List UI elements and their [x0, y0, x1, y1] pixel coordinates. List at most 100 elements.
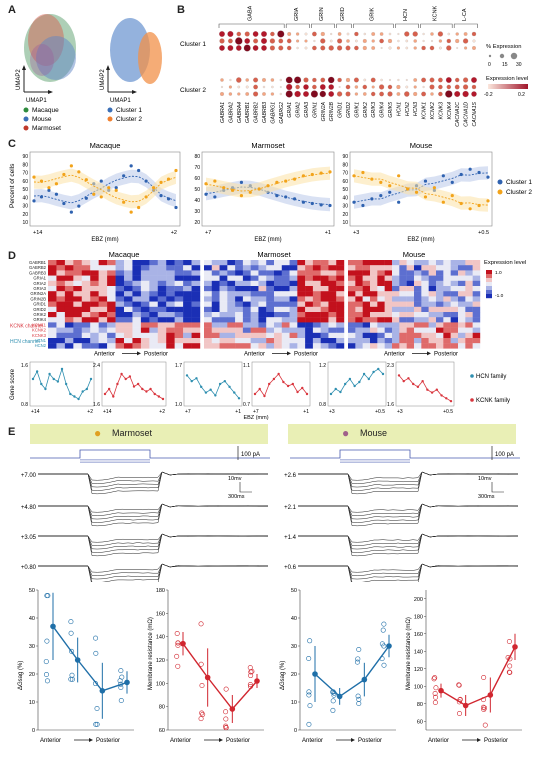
data-point	[441, 200, 445, 204]
heatmap-cell	[166, 327, 175, 333]
heatmap-cell	[450, 312, 459, 318]
dotplot-dot	[337, 77, 342, 83]
heatmap-cell	[242, 338, 251, 344]
voltage-trace	[38, 503, 269, 513]
heatmap-cell	[174, 338, 184, 344]
gene-score-point	[258, 387, 261, 391]
heatmap-cell	[242, 343, 251, 349]
heatmap-cell	[149, 265, 158, 271]
heatmap-cell	[348, 306, 356, 313]
heatmap-cell	[436, 296, 444, 302]
voltage-trace	[38, 533, 269, 546]
gene-score-point	[141, 387, 144, 391]
heatmap-gene-label: GRIA3	[33, 286, 46, 291]
heatmap-cell	[157, 265, 167, 271]
heatmap-cell	[336, 332, 345, 339]
voltage-trace	[298, 503, 518, 527]
heatmap-cell	[348, 312, 356, 318]
heatmap-cell	[465, 306, 473, 313]
heatmap-cell	[297, 322, 306, 328]
heatmap-cell	[124, 280, 133, 287]
data-point	[107, 186, 111, 190]
heatmap-cell	[274, 260, 282, 266]
heatmap-cell	[348, 296, 356, 302]
gene-score-point	[199, 385, 203, 389]
heatmap-cell	[377, 306, 385, 313]
gene-score-point	[85, 387, 89, 391]
dotplot-dot	[455, 77, 460, 83]
gene-label: GRIK5	[388, 102, 394, 118]
dotplot-dot	[362, 39, 367, 43]
dotplot-dot	[296, 46, 299, 50]
dotplot-dot	[446, 84, 452, 90]
heatmap-cell	[436, 265, 444, 271]
heatmap-cell	[73, 322, 82, 328]
heatmap-cell	[428, 327, 437, 333]
summary-y-tick-label: 140	[156, 635, 165, 641]
heatmap-cell	[281, 280, 290, 287]
gene-score-point	[397, 374, 401, 377]
dotplot-dot	[454, 91, 461, 97]
gene-score-point	[195, 377, 198, 380]
heatmap-cell	[370, 280, 378, 287]
heatmap-cell	[428, 312, 437, 318]
dotplot-dot	[445, 77, 452, 83]
heatmap-cell	[149, 301, 158, 307]
y-tick-label: 80	[22, 162, 28, 168]
heatmap-cell	[377, 275, 385, 281]
heatmap-cell	[428, 275, 437, 281]
dotplot-dot	[336, 91, 343, 97]
heatmap-cell	[81, 317, 91, 323]
heatmap-cell	[421, 322, 429, 328]
panel-letter-e: E	[8, 426, 16, 438]
heatmap-cell	[281, 270, 290, 276]
heatmap-cell	[320, 327, 329, 333]
dotplot-dot	[313, 39, 316, 43]
heatmap-cell	[90, 317, 99, 323]
gene-score-xr: +0.5	[375, 409, 385, 415]
heatmap-cell	[166, 280, 175, 287]
heatmap-cell	[312, 275, 321, 281]
gene-family-bracket	[395, 23, 419, 28]
heatmap-gene-label: GABRB2	[29, 265, 47, 270]
heatmap-cell	[56, 280, 66, 287]
heatmap-cell	[266, 327, 275, 333]
heatmap-cell	[281, 327, 290, 333]
dotplot-dot	[346, 32, 350, 36]
gene-score-point	[132, 385, 136, 388]
heatmap-cell	[428, 322, 437, 328]
dotplot-dot	[455, 38, 460, 44]
dotplot-dot	[304, 39, 308, 43]
heatmap-cell	[336, 338, 345, 344]
heatmap-cell	[48, 260, 57, 266]
heatmap-cell	[56, 338, 66, 344]
heatmap-cell	[399, 265, 407, 271]
gene-score-point	[263, 394, 266, 398]
heatmap-cell	[384, 275, 393, 281]
heatmap-cell	[384, 312, 393, 318]
summary-y-label: Membrane resistance (mΩ)	[148, 617, 154, 690]
y-tick-label: 50	[194, 187, 200, 193]
x-tick-left: +3	[353, 230, 359, 236]
heatmap-cell	[392, 306, 400, 313]
heatmap-cell	[235, 317, 244, 323]
heatmap-cell	[328, 322, 337, 328]
y-tick-label: 20	[194, 220, 200, 226]
heatmap-cell	[183, 265, 192, 271]
summary-raw-point	[306, 721, 312, 727]
cluster-legend-dot	[107, 116, 113, 122]
dotplot-dot	[345, 77, 351, 83]
summary-raw-point	[355, 693, 361, 699]
heatmap-cell	[191, 275, 201, 281]
species-legend-dot	[23, 125, 29, 131]
dotplot-dot	[320, 77, 326, 83]
heatmap-cell	[183, 332, 192, 339]
summary-raw-point	[506, 669, 512, 675]
heatmap-cell	[274, 312, 282, 318]
heatmap-cell	[98, 343, 108, 349]
y-tick-label: 70	[22, 171, 28, 177]
dotplot-dot	[413, 91, 418, 97]
dotplot-dot	[235, 45, 242, 51]
heatmap-cell	[305, 265, 314, 271]
heatmap-cell	[98, 312, 108, 318]
